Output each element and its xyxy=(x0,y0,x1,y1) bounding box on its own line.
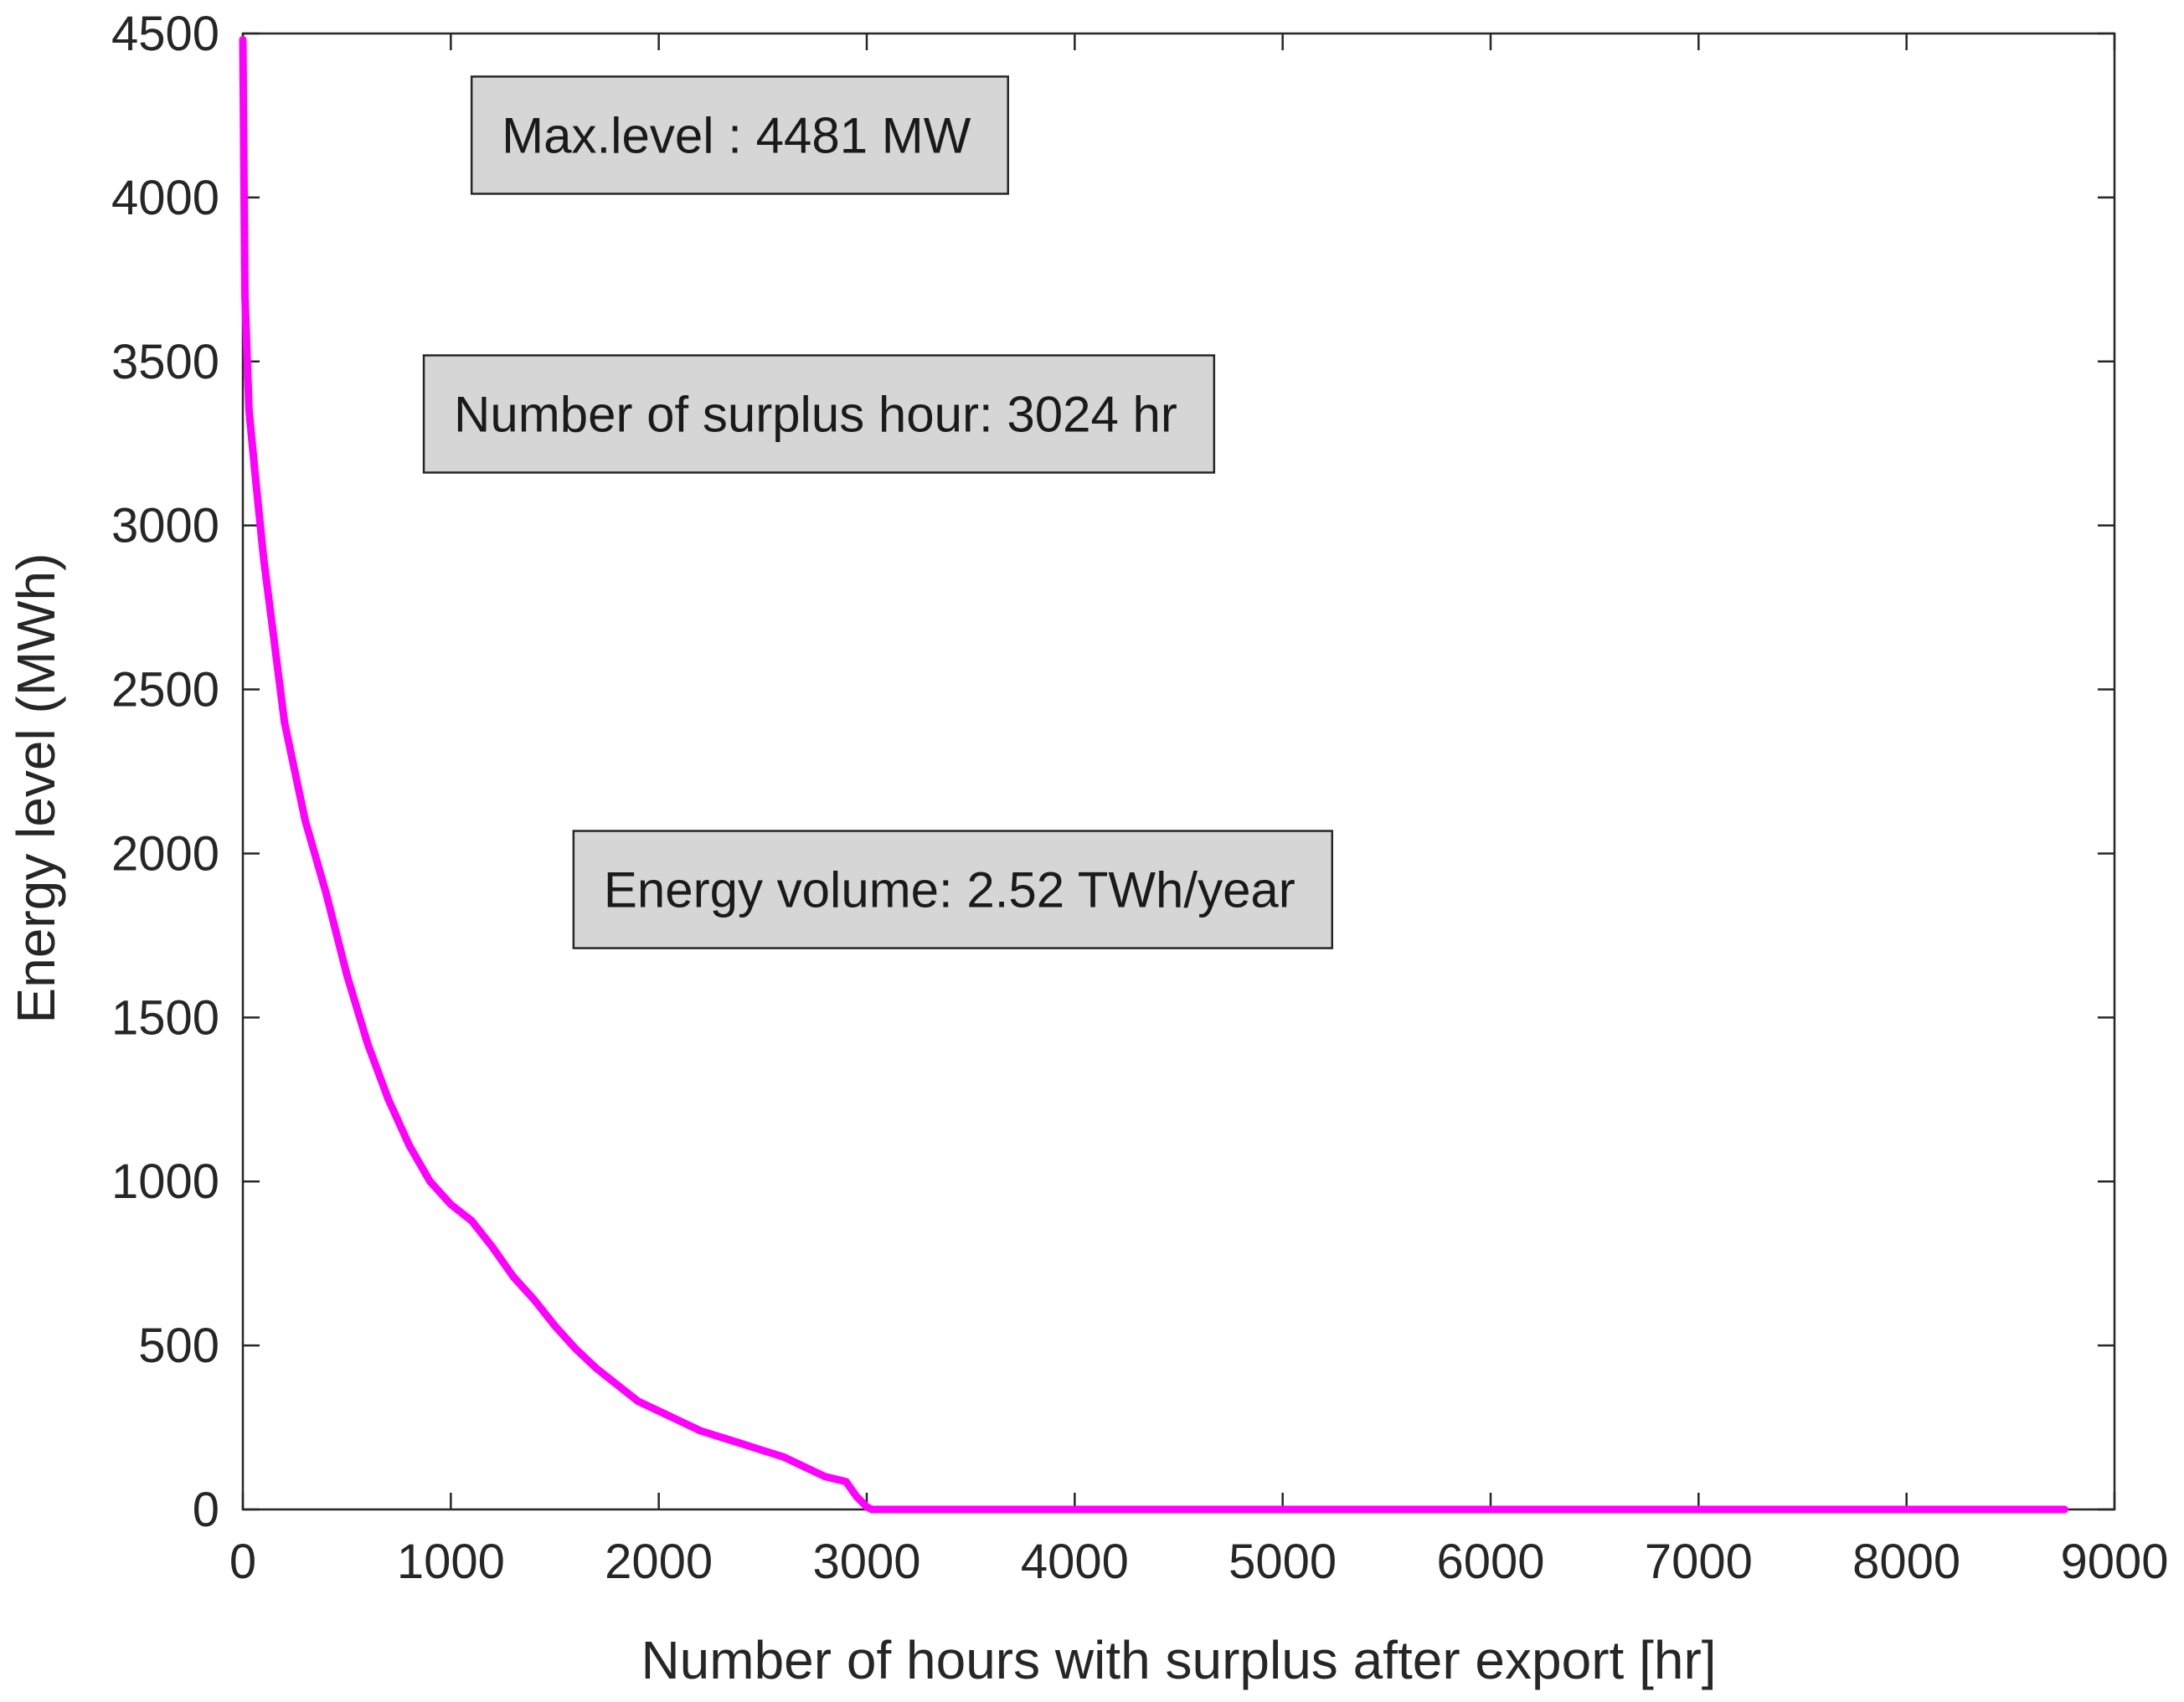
annotation-background xyxy=(422,354,1216,474)
annotation-layer: Max.level : 4481 MW Number of surplus hou… xyxy=(422,75,1334,949)
annotation-box: Number of surplus hour: 3024 hr xyxy=(422,354,1216,474)
annotation-background xyxy=(572,830,1334,949)
x-tick-label: 4000 xyxy=(1021,1535,1129,1589)
x-tick-label: 3000 xyxy=(812,1535,920,1589)
y-tick-label: 2000 xyxy=(111,826,219,881)
annotation-box: Energy volume: 2.52 TWh/year xyxy=(572,830,1334,949)
x-tick-label: 1000 xyxy=(397,1535,505,1589)
x-tick-label: 6000 xyxy=(1436,1535,1544,1589)
y-tick-label: 4500 xyxy=(111,7,219,61)
plot-area xyxy=(241,32,2116,1511)
annotation-text: Max.level : 4481 MW xyxy=(502,107,971,163)
y-tick-label: 4000 xyxy=(111,171,219,225)
y-tick-label: 2500 xyxy=(111,663,219,717)
annotation-background xyxy=(470,75,1009,195)
series-layer xyxy=(239,35,2068,1514)
x-tick-label: 8000 xyxy=(1852,1535,1960,1589)
y-tick-label: 500 xyxy=(138,1319,219,1373)
axes-box xyxy=(241,32,2116,1511)
y-tick-label: 0 xyxy=(193,1483,219,1537)
annotation-text: Energy volume: 2.52 TWh/year xyxy=(604,862,1295,918)
annotation-box: Max.level : 4481 MW xyxy=(470,75,1009,195)
y-tick-label: 3500 xyxy=(111,335,219,389)
y-tick-label: 3000 xyxy=(111,499,219,553)
x-tick-label: 7000 xyxy=(1645,1535,1753,1589)
y-tick-label: 1500 xyxy=(111,990,219,1045)
x-tick-label: 0 xyxy=(229,1535,256,1589)
x-tick-label: 9000 xyxy=(2060,1535,2168,1589)
x-axis-label: Number of hours with surplus after expor… xyxy=(641,1630,1716,1690)
annotation-text: Number of surplus hour: 3024 hr xyxy=(454,386,1177,442)
y-axis-label: Energy level (MWh) xyxy=(6,553,66,1024)
tick-labels: 0 1000 2000 3000 4000 5000 6000 7000 8000 9000 0 50… xyxy=(111,7,2169,1589)
series-line xyxy=(239,35,2068,1514)
x-tick-label: 2000 xyxy=(605,1535,713,1589)
y-tick-label: 1000 xyxy=(111,1154,219,1209)
x-tick-label: 5000 xyxy=(1228,1535,1337,1589)
